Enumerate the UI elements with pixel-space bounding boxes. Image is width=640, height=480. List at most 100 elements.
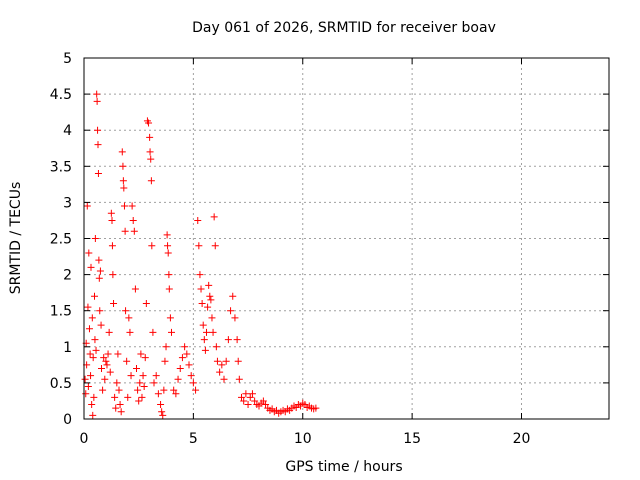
data-point xyxy=(160,386,168,394)
data-point xyxy=(93,90,101,98)
y-tick-label: 3.5 xyxy=(50,159,72,175)
data-point xyxy=(242,390,250,398)
data-point xyxy=(85,325,93,333)
x-tick-label: 15 xyxy=(403,431,421,447)
data-point xyxy=(212,343,220,351)
data-point xyxy=(209,328,217,336)
data-point xyxy=(113,379,121,387)
data-point xyxy=(94,126,102,134)
data-point xyxy=(131,285,139,293)
data-point xyxy=(149,328,157,336)
data-point xyxy=(137,350,145,358)
data-point xyxy=(240,397,248,405)
data-point xyxy=(158,408,166,416)
data-point xyxy=(187,372,195,380)
y-tick-label: 1 xyxy=(63,340,72,356)
axis-ticks xyxy=(83,57,609,420)
data-point xyxy=(248,390,256,398)
data-point xyxy=(102,357,110,365)
data-point xyxy=(83,202,91,210)
data-point xyxy=(128,202,136,210)
chart-title: Day 061 of 2026, SRMTID for receiver boa… xyxy=(192,20,496,36)
data-point xyxy=(262,401,270,409)
grid-lines xyxy=(84,58,609,419)
data-point xyxy=(227,307,235,315)
data-point xyxy=(141,354,149,362)
data-point xyxy=(140,383,148,391)
data-point xyxy=(246,393,254,401)
y-tick-label: 4.5 xyxy=(50,87,72,103)
y-tick-label: 0.5 xyxy=(50,376,72,392)
y-tick-label: 1.5 xyxy=(50,304,72,320)
data-point xyxy=(172,390,180,398)
data-point xyxy=(97,321,105,329)
data-point xyxy=(115,386,123,394)
data-point xyxy=(152,372,160,380)
data-point xyxy=(206,292,214,300)
data-point xyxy=(235,375,243,383)
data-point xyxy=(116,401,124,409)
data-point xyxy=(117,408,125,416)
data-point xyxy=(90,393,98,401)
data-point xyxy=(124,393,132,401)
data-point xyxy=(244,401,252,409)
data-point xyxy=(210,213,218,221)
data-point xyxy=(106,368,114,376)
data-point xyxy=(147,155,155,163)
data-point xyxy=(148,242,156,250)
data-point xyxy=(204,303,212,311)
data-point xyxy=(216,368,224,376)
data-markers xyxy=(81,90,320,419)
data-point xyxy=(154,390,162,398)
data-point xyxy=(205,281,213,289)
data-point xyxy=(135,397,143,405)
x-tick-labels: 0 5 10 15 20 xyxy=(80,431,531,447)
data-point xyxy=(200,336,208,344)
data-point xyxy=(105,328,113,336)
data-point xyxy=(130,227,138,235)
data-point xyxy=(95,256,103,264)
data-point xyxy=(114,350,122,358)
data-point xyxy=(136,379,144,387)
data-point xyxy=(129,216,137,224)
data-point xyxy=(170,386,178,394)
x-tick-label: 0 xyxy=(80,431,89,447)
data-point xyxy=(108,242,116,250)
y-axis-label: SRMTID / TECUs xyxy=(8,182,24,295)
data-point xyxy=(86,350,94,358)
data-point xyxy=(101,375,109,383)
data-point xyxy=(162,343,170,351)
data-point xyxy=(183,350,191,358)
data-point xyxy=(174,375,182,383)
data-point xyxy=(233,336,241,344)
data-point xyxy=(157,401,165,409)
data-point xyxy=(139,372,147,380)
y-tick-label: 2 xyxy=(63,268,72,284)
data-point xyxy=(95,274,103,282)
data-point xyxy=(222,357,230,365)
data-point xyxy=(208,314,216,322)
data-point xyxy=(168,328,175,336)
x-tick-label: 10 xyxy=(294,431,312,447)
data-point xyxy=(259,397,267,405)
data-point xyxy=(181,343,189,351)
data-point xyxy=(82,390,90,398)
data-point xyxy=(92,346,100,354)
data-point xyxy=(231,314,239,322)
data-point xyxy=(108,216,116,224)
data-point xyxy=(110,299,118,307)
data-point xyxy=(99,386,107,394)
x-axis-label: GPS time / hours xyxy=(285,459,402,475)
data-point xyxy=(178,354,186,362)
data-point xyxy=(166,314,174,322)
data-point xyxy=(109,271,117,279)
data-point xyxy=(164,242,172,250)
data-point xyxy=(234,357,242,365)
data-point xyxy=(100,354,108,362)
data-point xyxy=(85,249,93,257)
data-point xyxy=(192,386,200,394)
data-point xyxy=(195,242,203,250)
data-point xyxy=(93,97,101,105)
data-point xyxy=(118,148,126,156)
data-point xyxy=(103,361,111,369)
